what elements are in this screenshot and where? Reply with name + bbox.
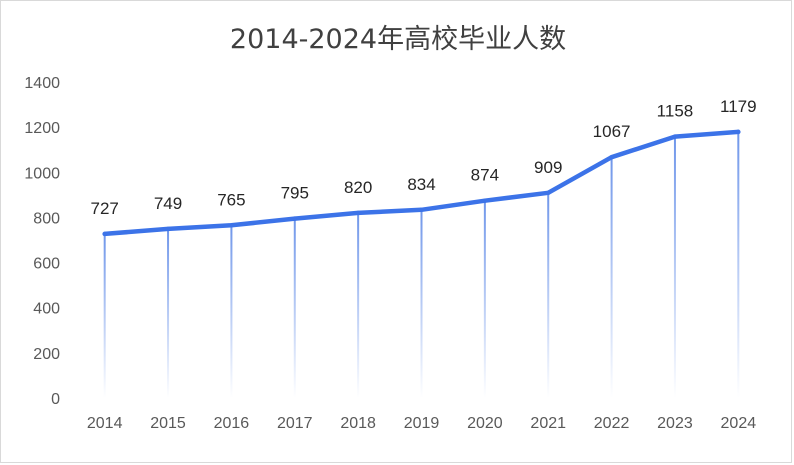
- x-tick-label: 2017: [277, 415, 313, 432]
- data-label: 1179: [720, 97, 757, 116]
- x-tick-label: 2021: [530, 415, 566, 432]
- y-tick-label: 1000: [24, 165, 60, 182]
- x-tick-label: 2020: [467, 415, 503, 432]
- y-tick-label: 1400: [24, 75, 60, 92]
- data-point: [229, 223, 234, 228]
- x-tick-label: 2024: [721, 415, 757, 432]
- drop-line: [230, 225, 233, 398]
- chart-title: 2014-2024年高校毕业人数: [229, 24, 567, 55]
- data-label: 834: [407, 175, 435, 194]
- series: [102, 129, 741, 237]
- y-tick-label: 600: [33, 256, 60, 273]
- drop-line: [293, 218, 296, 398]
- data-label: 727: [90, 199, 118, 218]
- drop-line: [547, 192, 550, 398]
- data-point: [736, 129, 741, 135]
- drop-line: [610, 157, 613, 398]
- data-label: 765: [217, 190, 245, 209]
- data-point: [419, 207, 424, 212]
- drop-line: [420, 209, 423, 398]
- data-point: [672, 134, 678, 139]
- drop-line: [483, 200, 486, 398]
- data-label: 795: [281, 184, 309, 203]
- data-point: [292, 216, 297, 221]
- y-tick-label: 400: [33, 301, 60, 318]
- x-axis: 2014 2015 2016 2017 2018 2019 2020 2021 2022 2023…: [87, 415, 756, 432]
- x-tick-label: 2018: [340, 415, 376, 432]
- x-tick-label: 2022: [594, 415, 630, 432]
- drop-line: [357, 212, 360, 398]
- drop-lines: [103, 131, 740, 398]
- x-tick-label: 2019: [404, 415, 440, 432]
- data-point: [165, 226, 171, 232]
- y-tick-label: 200: [33, 346, 60, 363]
- data-point: [546, 190, 551, 196]
- x-tick-label: 2016: [214, 415, 250, 432]
- data-label: 749: [154, 194, 182, 213]
- data-label: 1067: [593, 122, 631, 141]
- drop-line: [167, 228, 170, 398]
- drop-line: [673, 136, 676, 398]
- x-tick-label: 2014: [87, 415, 123, 432]
- data-point: [355, 210, 361, 216]
- y-tick-label: 0: [51, 391, 60, 408]
- y-tick-label: 1200: [24, 120, 60, 137]
- data-label: 1158: [657, 102, 694, 121]
- data-point: [482, 198, 488, 203]
- data-labels: 727 749 765 795 820 834 874 909 1067 1158 1179: [90, 97, 756, 218]
- x-tick-label: 2023: [657, 415, 693, 432]
- drop-line: [737, 131, 740, 398]
- data-point: [102, 231, 107, 237]
- y-axis: 0 200 400 600 800 1000 1200 1400: [24, 75, 60, 408]
- data-label: 874: [471, 166, 499, 185]
- y-tick-label: 800: [33, 210, 60, 227]
- drop-line: [103, 233, 106, 398]
- x-tick-label: 2015: [150, 415, 186, 432]
- data-point: [609, 154, 614, 160]
- data-label: 909: [534, 158, 562, 177]
- data-label: 820: [344, 178, 372, 197]
